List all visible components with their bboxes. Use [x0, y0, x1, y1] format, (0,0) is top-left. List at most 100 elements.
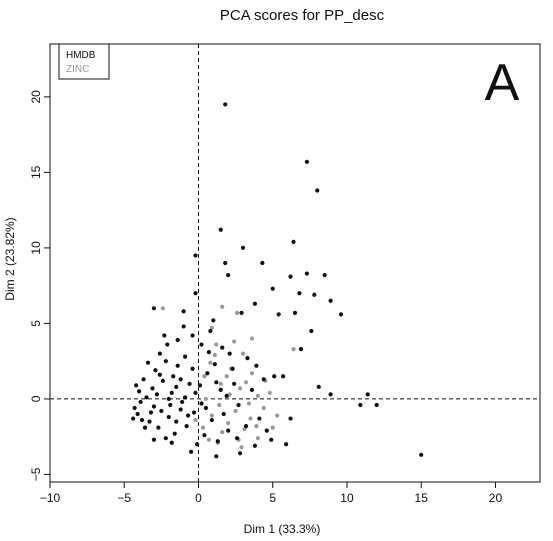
data-point-hmdb — [151, 306, 157, 311]
x-axis-label: Dim 1 (33.3%) — [244, 522, 321, 536]
data-point-hmdb — [358, 402, 363, 408]
data-point-hmdb — [218, 387, 223, 392]
plot-frame — [49, 43, 541, 483]
y-tick-label: 20 — [29, 90, 43, 104]
data-point-hmdb — [260, 260, 265, 266]
data-point-hmdb — [237, 451, 243, 456]
data-point-hmdb — [134, 383, 139, 388]
data-point-hmdb — [169, 390, 174, 395]
data-point-hmdb — [147, 419, 152, 424]
reference-lines — [50, 44, 540, 482]
data-point-hmdb — [171, 374, 176, 379]
data-point-hmdb — [257, 416, 262, 421]
data-point-hmdb — [208, 328, 213, 334]
data-point-hmdb — [169, 440, 174, 445]
x-tick-label: 0 — [195, 491, 202, 505]
data-point-hmdb — [218, 227, 223, 232]
data-point-hmdb — [226, 428, 231, 433]
data-point-hmdb — [374, 402, 379, 408]
data-point-hmdb — [188, 449, 194, 454]
y-tick-label: 15 — [29, 165, 43, 179]
data-point-hmdb — [245, 356, 250, 361]
data-point-zinc — [254, 424, 259, 429]
data-point-hmdb — [264, 428, 269, 433]
data-point-hmdb — [150, 386, 155, 391]
data-point-hmdb — [239, 310, 244, 315]
data-point-hmdb — [288, 416, 293, 421]
data-point-hmdb — [205, 371, 210, 376]
x-axis: −10 −5 0 5 10 15 20 — [40, 481, 503, 505]
data-point-hmdb — [214, 380, 219, 385]
data-point-hmdb — [197, 383, 203, 388]
data-point-hmdb — [166, 414, 171, 420]
data-point-hmdb — [172, 431, 177, 436]
data-point-zinc — [239, 445, 244, 450]
data-point-hmdb — [181, 324, 186, 329]
data-point-hmdb — [193, 291, 198, 296]
data-point-hmdb — [281, 374, 286, 379]
data-point-hmdb — [141, 377, 146, 382]
x-tick-label: 5 — [269, 491, 276, 505]
x-tick-label: 10 — [340, 491, 354, 505]
data-point-hmdb — [165, 342, 170, 347]
data-point-hmdb — [276, 312, 281, 317]
data-point-hmdb — [206, 350, 211, 355]
data-point-hmdb — [163, 436, 168, 441]
data-point-zinc — [261, 405, 266, 411]
data-point-hmdb — [162, 333, 167, 338]
data-point-zinc — [218, 381, 223, 386]
data-point-hmdb — [183, 354, 188, 359]
legend-label-hmdb: HMDB — [66, 50, 96, 61]
data-point-zinc — [200, 425, 206, 430]
data-point-hmdb — [232, 381, 237, 386]
data-point-hmdb — [194, 442, 200, 447]
data-point-hmdb — [175, 363, 180, 368]
data-point-hmdb — [227, 351, 232, 356]
data-point-hmdb — [191, 410, 197, 415]
data-point-zinc — [249, 336, 255, 341]
data-point-hmdb — [223, 102, 228, 107]
data-point-hmdb — [212, 362, 217, 367]
data-point-zinc — [226, 420, 231, 426]
data-point-zinc — [209, 413, 214, 418]
legend-box — [58, 43, 110, 80]
data-point-hmdb — [312, 292, 317, 297]
data-point-hmdb — [178, 407, 183, 412]
data-point-hmdb — [240, 245, 246, 250]
data-point-hmdb — [252, 301, 258, 306]
data-point-hmdb — [315, 188, 320, 193]
data-point-hmdb — [234, 436, 240, 441]
data-point-zinc — [208, 360, 213, 365]
data-point-hmdb — [135, 411, 140, 417]
data-point-zinc — [217, 402, 222, 408]
chart-title: PCA scores for PP_desc — [220, 7, 385, 24]
data-point-hmdb — [328, 298, 333, 303]
panel-label: A — [485, 54, 520, 112]
data-point-hmdb — [211, 318, 216, 323]
data-point-hmdb — [252, 443, 258, 448]
data-point-hmdb — [154, 392, 160, 397]
data-point-hmdb — [157, 372, 162, 377]
data-point-hmdb — [190, 366, 195, 371]
x-tick-label: 20 — [489, 491, 503, 505]
data-point-hmdb — [168, 402, 173, 408]
data-point-zinc — [240, 351, 246, 356]
data-point-hmdb — [215, 439, 220, 444]
data-point-hmdb — [316, 384, 321, 389]
data-point-zinc — [248, 416, 253, 421]
data-point-hmdb — [183, 395, 188, 400]
data-point-hmdb — [187, 381, 192, 386]
data-point-hmdb — [153, 368, 158, 373]
y-axis-label: Dim 2 (23.82%) — [3, 217, 17, 300]
y-tick-label: 10 — [29, 241, 43, 255]
x-tick-label: 15 — [415, 491, 429, 505]
data-point-hmdb — [199, 342, 204, 347]
data-point-hmdb — [221, 411, 226, 417]
data-point-hmdb — [292, 310, 298, 315]
data-point-hmdb — [291, 239, 296, 244]
data-point-hmdb — [261, 377, 266, 382]
data-point-zinc — [291, 346, 296, 352]
data-point-hmdb — [283, 442, 289, 447]
data-point-hmdb — [304, 271, 309, 276]
